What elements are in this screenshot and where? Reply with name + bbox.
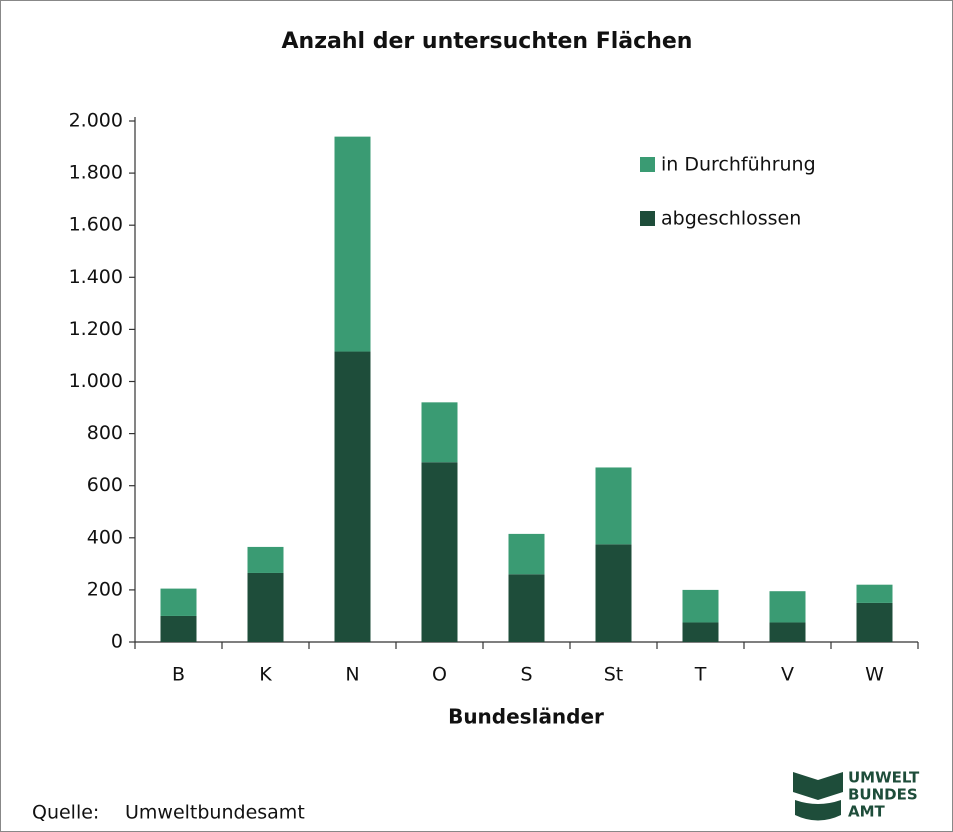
y-tick-label: 800 [87, 422, 123, 444]
bar [421, 462, 458, 642]
bar [856, 602, 893, 642]
y-tick-label: 600 [87, 474, 123, 496]
bar [595, 467, 632, 545]
source-label: Quelle: [32, 802, 99, 824]
bar [334, 351, 371, 642]
logo-shape [793, 772, 818, 800]
y-tick-label: 400 [87, 526, 123, 548]
bar [682, 622, 719, 642]
y-tick-label: 1.000 [69, 370, 123, 392]
logo-shape [795, 800, 841, 821]
x-tick-label: T [694, 664, 707, 686]
logo: UMWELT BUNDES AMT [793, 769, 920, 821]
x-tick-label: W [865, 664, 884, 686]
bar [856, 584, 893, 603]
bar [421, 402, 458, 463]
x-axis-label: Bundesländer [448, 705, 604, 729]
legend-label: in Durchführung [661, 154, 816, 176]
bar [595, 544, 632, 642]
logo-text: BUNDES [848, 786, 918, 804]
x-tick-label: V [781, 664, 794, 686]
bar [682, 589, 719, 623]
y-tick-label: 1.800 [69, 162, 123, 184]
chart-title: Anzahl der untersuchten Flächen [282, 29, 693, 54]
bar [334, 136, 371, 352]
legend-swatch [640, 211, 655, 226]
x-tick-label: St [604, 664, 624, 686]
x-tick-label: K [259, 664, 272, 686]
bar [769, 591, 806, 623]
y-tick-label: 0 [111, 631, 123, 653]
y-tick-label: 200 [87, 578, 123, 600]
legend-label: abgeschlossen [661, 208, 801, 230]
bar [508, 574, 545, 642]
logo-text: UMWELT [848, 769, 920, 787]
bar [247, 546, 284, 573]
logo-text: AMT [848, 803, 886, 821]
bar [247, 572, 284, 642]
y-tick-label: 1.600 [69, 214, 123, 236]
x-tick-label: O [432, 664, 447, 686]
source-text: Umweltbundesamt [125, 802, 305, 824]
bar [160, 615, 197, 642]
x-tick-label: B [172, 664, 185, 686]
y-tick-label: 1.400 [69, 266, 123, 288]
bar [160, 588, 197, 616]
logo-shape [818, 772, 843, 800]
y-tick-label: 2.000 [69, 110, 123, 132]
bar [508, 533, 545, 575]
x-tick-label: S [520, 664, 532, 686]
x-tick-label: N [345, 664, 359, 686]
y-tick-label: 1.200 [69, 318, 123, 340]
legend-swatch [640, 157, 655, 172]
bar [769, 622, 806, 642]
